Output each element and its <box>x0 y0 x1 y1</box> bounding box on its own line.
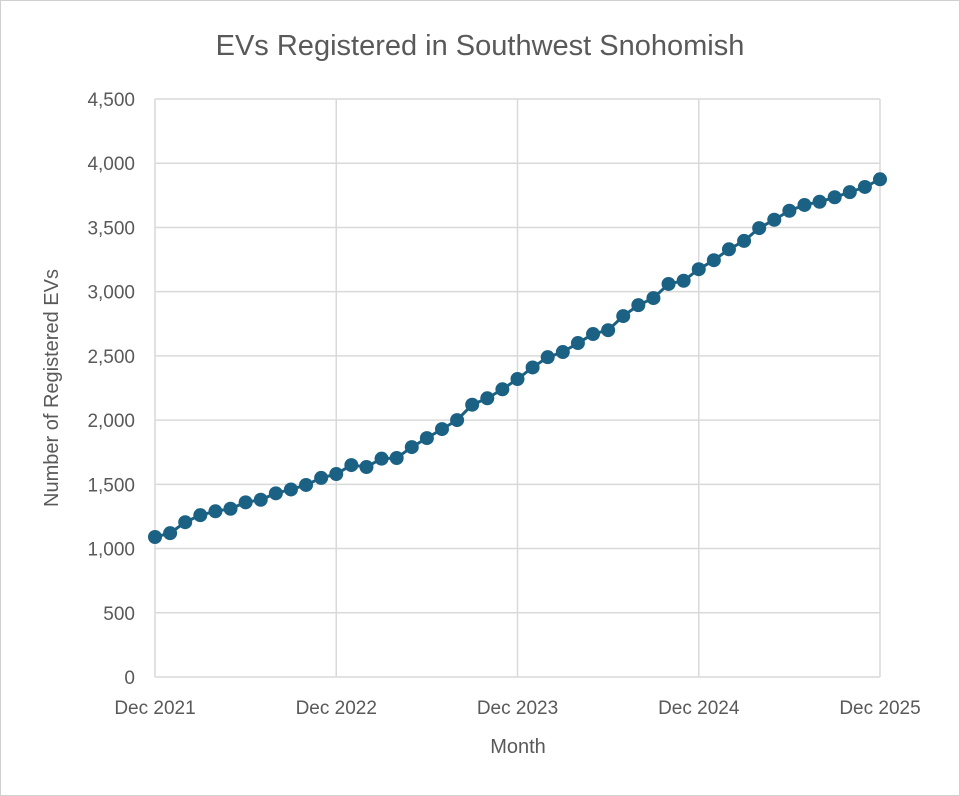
x-tick-label: Dec 2024 <box>658 698 740 719</box>
data-point <box>450 413 465 428</box>
data-point <box>797 197 812 212</box>
data-point <box>178 515 193 530</box>
data-point <box>404 440 419 455</box>
data-point <box>661 276 676 291</box>
data-point <box>601 323 616 338</box>
data-point <box>359 459 374 474</box>
y-tick-label: 4,000 <box>87 154 135 175</box>
x-tick-label: Dec 2022 <box>296 698 377 719</box>
data-point <box>827 190 842 205</box>
data-point <box>706 253 721 268</box>
y-tick-label: 3,500 <box>87 218 135 239</box>
data-point <box>510 372 525 387</box>
data-point <box>842 185 857 200</box>
chart-title: EVs Registered in Southwest Snohomish <box>216 30 745 62</box>
x-tick-label: Dec 2025 <box>839 698 920 719</box>
y-tick-label: 500 <box>103 604 135 625</box>
data-point <box>873 172 887 187</box>
data-point <box>389 451 404 466</box>
y-tick-label: 1,500 <box>87 475 135 496</box>
data-point <box>812 194 827 209</box>
data-point <box>268 486 283 501</box>
data-point <box>525 360 540 375</box>
y-tick-label: 4,500 <box>87 90 135 111</box>
data-point <box>691 262 706 277</box>
y-tick-label: 2,000 <box>87 411 135 432</box>
x-tick-label: Dec 2023 <box>477 698 558 719</box>
data-point <box>329 467 344 482</box>
data-point <box>631 298 646 313</box>
data-point <box>586 327 601 342</box>
data-point <box>616 309 631 324</box>
data-point <box>540 350 555 365</box>
data-point <box>344 458 359 473</box>
data-point <box>419 431 434 446</box>
y-axis-label: Number of Registered EVs <box>41 269 63 507</box>
data-point <box>223 501 238 516</box>
data-point <box>782 203 797 218</box>
data-point <box>314 470 329 485</box>
y-tick-label: 1,000 <box>87 540 135 561</box>
data-point <box>857 179 872 194</box>
x-tick-label: Dec 2021 <box>114 698 195 719</box>
data-point <box>767 212 782 227</box>
data-point <box>208 504 223 519</box>
x-axis-label: Month <box>490 736 546 758</box>
data-point <box>480 391 495 406</box>
data-point <box>299 477 314 492</box>
data-point <box>163 526 178 541</box>
y-tick-label: 3,000 <box>87 283 135 304</box>
y-tick-label: 2,500 <box>87 347 135 368</box>
data-point <box>283 482 298 497</box>
data-point <box>570 336 585 351</box>
data-point <box>253 492 268 507</box>
data-point <box>148 529 162 544</box>
data-point <box>752 221 767 236</box>
data-point <box>555 345 570 360</box>
data-point <box>434 422 449 437</box>
data-point <box>193 508 208 523</box>
data-point <box>721 242 736 257</box>
y-tick-label: 0 <box>124 668 135 689</box>
data-point <box>676 273 691 288</box>
data-point <box>238 495 253 510</box>
data-point <box>495 382 510 397</box>
data-point <box>465 397 480 412</box>
data-point <box>737 233 752 248</box>
data-point <box>374 451 389 466</box>
data-point <box>646 291 661 306</box>
